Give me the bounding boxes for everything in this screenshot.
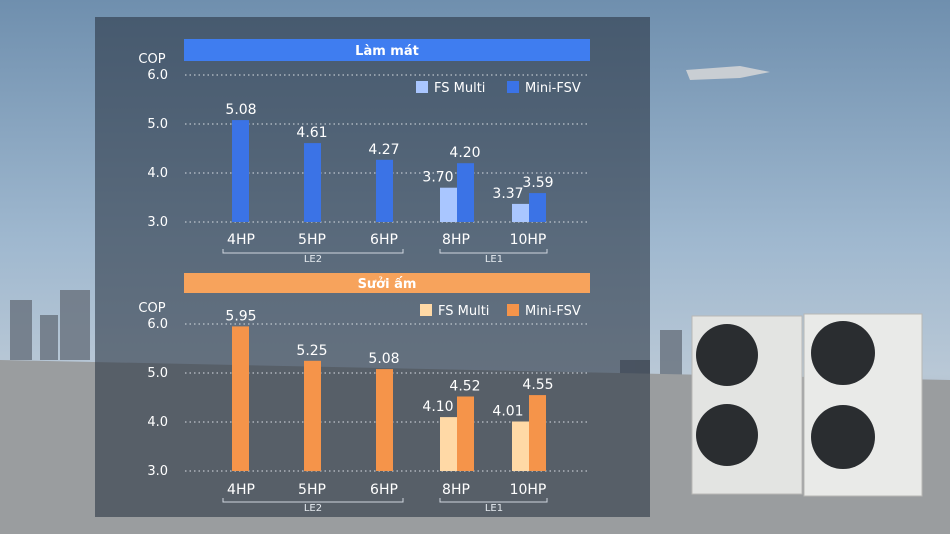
x-tick-label: 10HP (510, 232, 547, 248)
x-tick-label: 4HP (227, 482, 255, 498)
bar-mini-fsv-10hp (529, 193, 546, 222)
x-tick-label: 5HP (298, 232, 326, 248)
bar-mini-fsv-10hp (529, 395, 546, 471)
legend-swatch-mini-fsv (507, 81, 519, 93)
bar-mini-fsv-4hp (232, 326, 249, 471)
data-label-mini-fsv-5hp: 4.61 (296, 125, 327, 141)
group-label: LE1 (485, 503, 503, 514)
y-axis-label: COP (138, 52, 165, 67)
x-tick-label: 4HP (227, 232, 255, 248)
group-bracket (439, 249, 548, 254)
bar-fs-multi-8hp (440, 187, 457, 222)
bar-fs-multi-8hp (440, 417, 457, 471)
group-bracket (222, 498, 404, 503)
x-tick-label: 8HP (442, 232, 470, 248)
data-label-fs-multi-8hp: 3.70 (422, 170, 453, 186)
chart-title: Làm mát (355, 44, 419, 59)
chart-title: Sưởi ấm (358, 277, 417, 292)
legend-label-mini-fsv: Mini-FSV (525, 81, 581, 96)
bar-mini-fsv-6hp (376, 369, 393, 471)
legend-label-mini-fsv: Mini-FSV (525, 304, 581, 319)
x-tick-label: 6HP (370, 482, 398, 498)
y-tick-label: 6.0 (147, 317, 168, 332)
group-label: LE2 (304, 503, 322, 514)
data-labels: 5.95 5.25 5.08 4.10 4.52 4.01 4.55 (225, 308, 553, 419)
y-tick-label: 3.0 (147, 215, 168, 230)
bar-mini-fsv-5hp (304, 360, 321, 472)
chart-header-bar (184, 39, 590, 61)
data-label-fs-multi-10hp: 3.37 (492, 186, 523, 202)
chart-panel (95, 17, 650, 517)
data-labels: 5.08 4.61 4.27 3.70 4.20 3.37 3.59 (225, 102, 553, 202)
x-tick-labels: 4HP 5HP 6HP 8HP 10HP (227, 482, 546, 498)
bars (232, 326, 546, 472)
bar-fs-multi-10hp (512, 203, 529, 222)
data-label-mini-fsv-10hp: 4.55 (522, 377, 553, 393)
y-axis-label: COP (138, 301, 165, 316)
bar-mini-fsv-4hp (232, 120, 249, 222)
legend-label-fs-multi: FS Multi (434, 81, 485, 96)
bar-mini-fsv-8hp (457, 396, 474, 471)
bar-fs-multi-10hp (512, 421, 529, 471)
data-label-mini-fsv-4hp: 5.08 (225, 102, 256, 118)
x-tick-label: 5HP (298, 482, 326, 498)
y-tick-label: 3.0 (147, 464, 168, 479)
legend-label-fs-multi: FS Multi (438, 304, 489, 319)
legend-swatch-mini-fsv (507, 304, 519, 316)
bar-mini-fsv-5hp (304, 143, 321, 222)
outdoor-unit-image (691, 313, 923, 497)
data-label-mini-fsv-6hp: 4.27 (368, 142, 399, 158)
y-tick-label: 5.0 (147, 117, 168, 132)
x-tick-label: 8HP (442, 482, 470, 498)
bar-mini-fsv-6hp (376, 159, 393, 222)
data-label-mini-fsv-4hp: 5.95 (225, 308, 256, 324)
data-label-fs-multi-10hp: 4.01 (492, 404, 523, 420)
data-label-mini-fsv-8hp: 4.20 (449, 145, 480, 161)
group-brackets: LE2 LE1 (222, 498, 548, 514)
chart-cooling: Làm mát COP 6.0 5.0 4.0 3.0 5.08 4.61 4.… (138, 39, 590, 265)
legend: FS Multi Mini-FSV (420, 304, 581, 319)
data-label-mini-fsv-6hp: 5.08 (368, 351, 399, 367)
y-tick-label: 5.0 (147, 366, 168, 381)
y-tick-label: 6.0 (147, 68, 168, 83)
x-tick-labels: 4HP 5HP 6HP 8HP 10HP (227, 232, 546, 248)
legend: FS Multi Mini-FSV (416, 81, 581, 96)
group-brackets: LE2 LE1 (222, 249, 548, 265)
group-label: LE1 (485, 254, 503, 265)
bars (232, 120, 546, 222)
group-bracket (439, 498, 548, 503)
data-label-mini-fsv-5hp: 5.25 (296, 343, 327, 359)
y-tick-label: 4.0 (147, 415, 168, 430)
y-tick-labels: 6.0 5.0 4.0 3.0 (147, 68, 168, 230)
data-label-mini-fsv-8hp: 4.52 (449, 379, 480, 395)
chart-heating: Sưởi ấm COP 6.0 5.0 4.0 3.0 5.95 5.25 5.… (138, 273, 590, 514)
y-tick-label: 4.0 (147, 166, 168, 181)
y-tick-labels: 6.0 5.0 4.0 3.0 (147, 317, 168, 479)
airplane-icon (686, 66, 770, 80)
data-label-fs-multi-8hp: 4.10 (422, 399, 453, 415)
x-tick-label: 6HP (370, 232, 398, 248)
data-label-mini-fsv-10hp: 3.59 (522, 175, 553, 191)
legend-swatch-fs-multi (420, 304, 432, 316)
chart-header-bar (184, 273, 590, 293)
group-bracket (222, 249, 404, 254)
legend-swatch-fs-multi (416, 81, 428, 93)
bar-mini-fsv-8hp (457, 163, 474, 222)
group-label: LE2 (304, 254, 322, 265)
x-tick-label: 10HP (510, 482, 547, 498)
